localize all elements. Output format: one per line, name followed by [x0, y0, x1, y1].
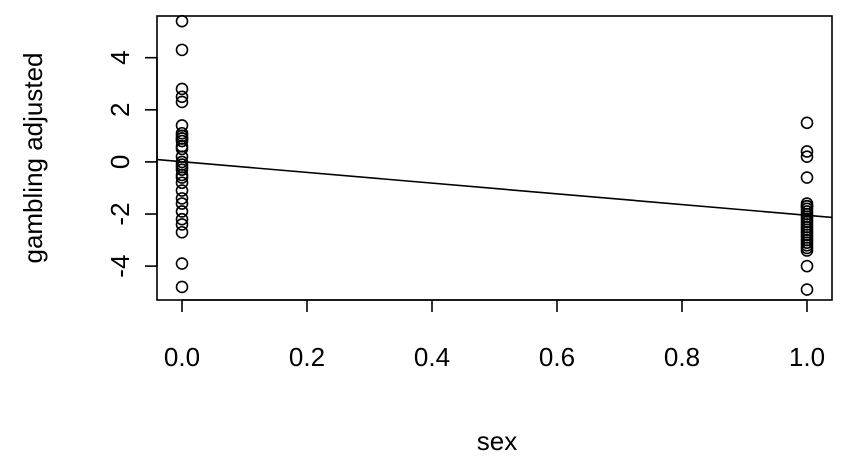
y-tick-label: 4	[105, 50, 135, 64]
data-point	[175, 95, 189, 109]
data-point	[175, 197, 189, 210]
data-point	[175, 163, 189, 177]
data-point	[175, 82, 189, 96]
data-point	[800, 171, 814, 184]
axes: 0.0 0.2 0.4 0.6 0.8 1.0 -4 -2 0 2 4	[105, 15, 833, 372]
data-point	[175, 205, 189, 218]
regression-line	[156, 158, 833, 219]
data-point	[800, 212, 814, 226]
x-tick-label: 0.6	[539, 342, 575, 372]
data-point	[175, 90, 189, 104]
y-axis-title: gambling adjusted	[18, 52, 48, 263]
x-tick-label: 0.2	[289, 342, 325, 372]
plot-frame	[156, 15, 833, 301]
data-point	[800, 199, 814, 213]
data-point	[800, 231, 814, 244]
data-point	[175, 43, 189, 57]
data-point	[175, 280, 189, 294]
y-tick-label: -2	[105, 202, 135, 225]
data-point	[800, 259, 814, 273]
data-point	[800, 145, 814, 158]
x-tick-label: 1.0	[789, 342, 825, 372]
data-point	[175, 225, 189, 239]
data-point	[175, 218, 189, 231]
data-point	[175, 257, 189, 270]
data-point	[175, 142, 189, 156]
data-point	[175, 158, 189, 171]
y-tick-label: -4	[105, 255, 135, 278]
data-point	[175, 192, 189, 205]
plot-marks	[156, 14, 833, 296]
data-point	[175, 212, 189, 226]
data-point	[175, 14, 189, 28]
data-point	[800, 150, 814, 163]
data-point	[175, 132, 189, 145]
x-tick-label: 0.4	[414, 342, 450, 372]
y-tick-label: 0	[105, 155, 135, 169]
data-point	[175, 184, 189, 197]
data-point	[800, 205, 814, 218]
data-point	[800, 236, 814, 249]
data-point	[800, 116, 814, 130]
data-point	[175, 176, 189, 190]
data-point	[800, 283, 814, 296]
x-tick-label: 0.0	[164, 342, 200, 372]
x-tick-label: 0.8	[664, 342, 700, 372]
y-tick-label: 2	[105, 103, 135, 117]
x-axis-title: sex	[477, 426, 517, 456]
data-point	[175, 171, 189, 184]
